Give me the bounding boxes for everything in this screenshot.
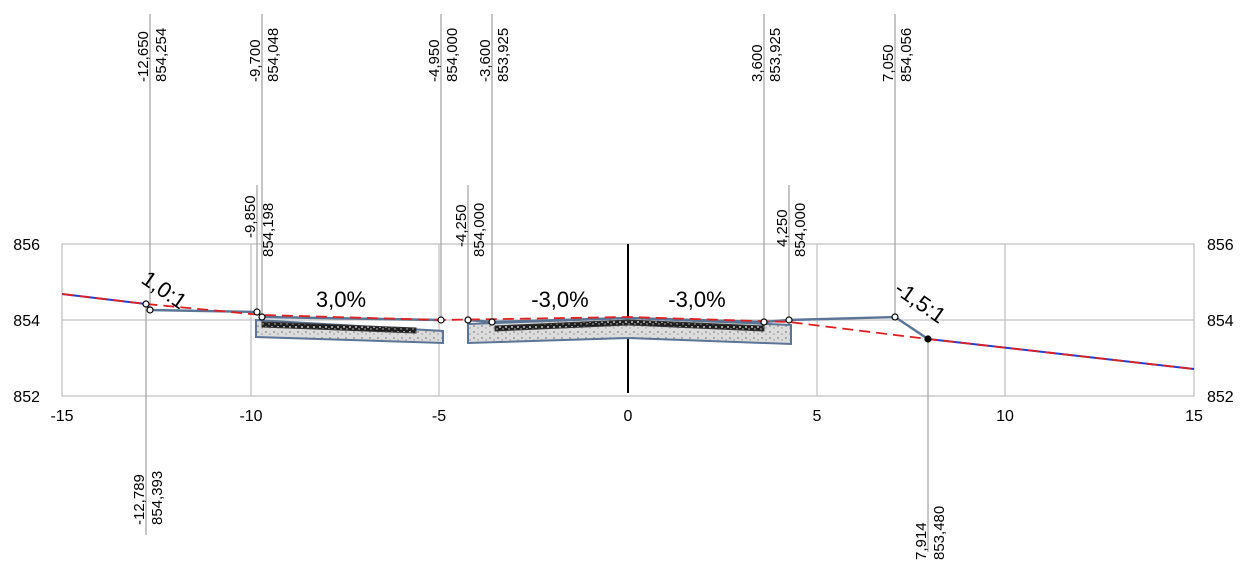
x-tick-label: 5	[813, 408, 822, 425]
existing-ground-line	[61, 293, 1195, 370]
asphalt-left	[261, 321, 417, 334]
station-offset-label: 7,914	[913, 522, 930, 560]
x-axis-ticks: -15 -10 -5 0 5 10 15	[50, 408, 1203, 425]
station-offset-label: -3,600	[477, 39, 494, 82]
point-marker	[146, 306, 154, 314]
point-marker	[464, 316, 472, 324]
point-marker	[437, 316, 445, 324]
station-elevation-label: 853,925	[767, 28, 784, 82]
y-axis-ticks-left: 856 854 852	[13, 237, 40, 406]
x-tick-label: -10	[239, 408, 262, 425]
station-elevation-label: 853,480	[931, 506, 948, 560]
station-elevation-label: 854,198	[260, 203, 277, 257]
point-marker	[142, 300, 150, 308]
finished-surface-left	[145, 303, 442, 322]
point-marker	[258, 313, 266, 321]
grade-label-center-left: -3,0%	[531, 287, 588, 312]
y-tick-label: 854	[1207, 313, 1234, 330]
point-marker	[785, 316, 793, 324]
station-elevation-label: 854,254	[153, 28, 170, 82]
station-offset-label: -9,850	[242, 195, 259, 238]
station-elevation-label: 853,925	[495, 28, 512, 82]
top-station-labels: -12,650 854,254 -9,700 854,048 -4,950 85…	[135, 28, 915, 82]
station-offset-label: -12,789	[131, 474, 148, 525]
pavement-left	[255, 318, 444, 345]
point-marker	[924, 335, 932, 343]
y-tick-label: 852	[13, 389, 40, 406]
x-tick-label: -5	[432, 408, 446, 425]
station-elevation-label: 854,000	[444, 28, 461, 82]
y-tick-label: 856	[1207, 237, 1234, 254]
bottom-station-labels: -12,789 854,393 7,914 853,480	[131, 471, 948, 560]
x-tick-label: 0	[624, 408, 633, 425]
y-axis-ticks-right: 856 854 852	[1207, 237, 1234, 406]
station-elevation-label: 854,000	[471, 203, 488, 257]
point-marker	[488, 318, 496, 326]
survey-points	[142, 300, 932, 343]
y-tick-label: 852	[1207, 389, 1234, 406]
x-tick-label: 15	[1185, 408, 1203, 425]
station-elevation-label: 854,056	[898, 28, 915, 82]
point-marker	[891, 313, 899, 321]
station-offset-label: -4,250	[453, 204, 470, 247]
station-elevation-label: 854,000	[792, 203, 809, 257]
y-tick-label: 854	[13, 313, 40, 330]
y-tick-label: 856	[13, 237, 40, 254]
grade-label-left: 3,0%	[316, 287, 366, 312]
station-offset-label: 4,250	[774, 209, 791, 247]
station-offset-label: 7,050	[880, 44, 897, 82]
asphalt-right-b	[627, 319, 765, 332]
station-offset-label: 3,600	[749, 44, 766, 82]
station-leaders	[145, 14, 929, 552]
x-tick-label: -15	[50, 408, 73, 425]
station-offset-label: -4,950	[426, 39, 443, 82]
grade-label-center-right: -3,0%	[668, 287, 725, 312]
mid-station-labels: -9,850 854,198 -4,250 854,000 4,250 854,…	[242, 195, 809, 257]
point-marker	[760, 318, 768, 326]
x-tick-label: 10	[996, 408, 1014, 425]
station-elevation-label: 854,393	[149, 471, 166, 525]
station-offset-label: -12,650	[135, 31, 152, 82]
station-offset-label: -9,700	[247, 39, 264, 82]
station-elevation-label: 854,048	[265, 28, 282, 82]
point-marker	[253, 308, 261, 316]
